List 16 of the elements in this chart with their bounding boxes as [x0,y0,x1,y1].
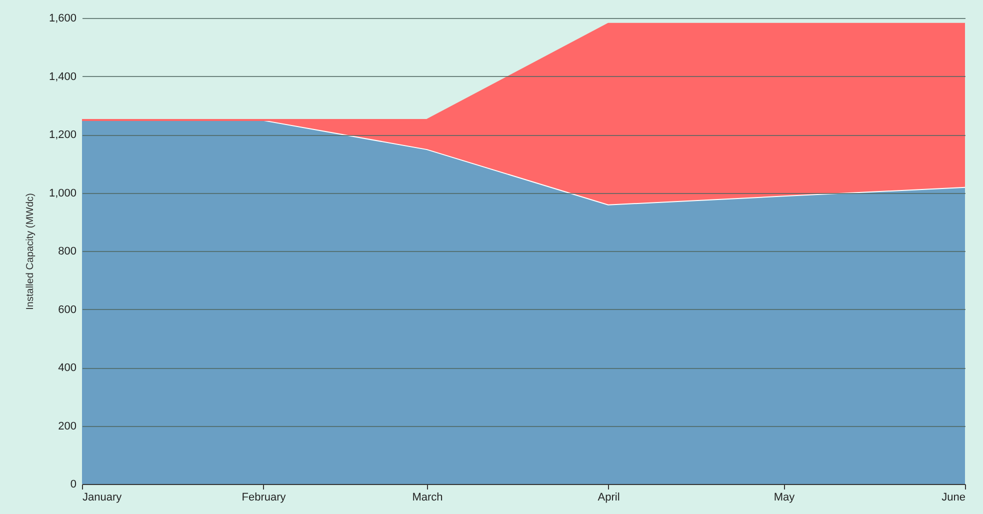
y-tick-label: 1,600 [48,12,76,24]
x-tick-label: March [412,492,443,504]
x-tick-label: February [242,492,286,504]
y-axis-title: Installed Capacity (MWdc) [24,193,36,310]
y-tick-label: 600 [58,304,76,316]
x-tick-label: May [774,492,796,504]
y-tick-label: 200 [58,420,76,432]
y-tick-label: 800 [58,246,76,258]
y-tick-label: 1,000 [48,187,76,200]
x-tick-label: June [942,492,966,504]
x-tick-label: January [82,492,122,504]
y-tick-label: 0 [70,478,76,490]
y-tick-label: 400 [58,362,76,374]
y-tick-label: 1,200 [48,129,76,141]
y-tick-label: 1,400 [48,70,76,83]
x-tick-label: April [598,492,620,504]
